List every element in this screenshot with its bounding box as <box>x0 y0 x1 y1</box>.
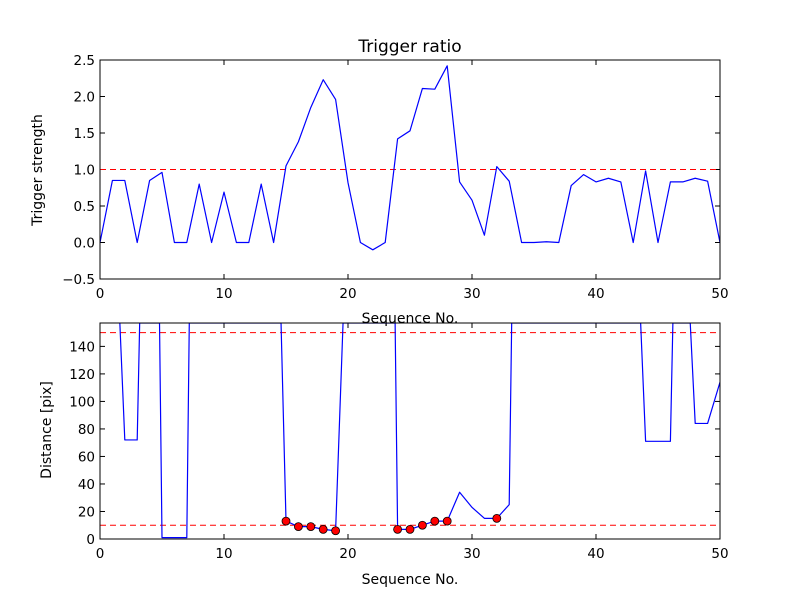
bottom-axes-frame <box>99 322 721 540</box>
bottom-y-axis-label: Distance [pix] <box>39 381 55 479</box>
bottom-y-tick-label: 140 <box>69 339 95 355</box>
bottom-marker-point <box>281 516 291 526</box>
bottom-subplot: Sequence No. Distance [pix] 0 10 20 30 40 500… <box>39 322 729 588</box>
bottom-y-tick-label: 80 <box>78 422 95 438</box>
bottom-marker-point <box>417 520 427 530</box>
bottom-y-tick-label: 20 <box>78 504 95 520</box>
top-plot-marks: 0 10 20 30 40 50 −0.5 0.0 0.5 1.0 1.5 2.0 2.5 <box>62 53 728 302</box>
bottom-y-tick-label: 40 <box>78 477 95 493</box>
bottom-marker-point <box>393 524 403 534</box>
top-x-tick-label: 50 <box>711 286 728 302</box>
top-x-tick-label: 10 <box>215 286 232 302</box>
bottom-x-axis-label: Sequence No. <box>362 572 459 588</box>
bottom-x-tick-label: 30 <box>463 546 480 562</box>
top-y-tick-label: 0.0 <box>74 236 95 252</box>
bottom-marker-point <box>430 516 440 526</box>
top-axes-frame <box>99 59 721 280</box>
bottom-y-tick-label: 120 <box>69 367 95 383</box>
top-y-tick-label: 2.0 <box>74 90 95 106</box>
bottom-marker-point <box>293 522 303 532</box>
top-x-axis-label: Sequence No. <box>362 311 459 327</box>
bottom-marker-point <box>405 524 415 534</box>
bottom-y-tick-label: 60 <box>78 449 95 465</box>
top-y-tick-label: 1.5 <box>74 126 95 142</box>
bottom-plot-marks: 0 10 20 30 40 50 0 20 40 60 80 100 120 140 <box>69 322 729 562</box>
bottom-x-tick-label: 40 <box>587 546 604 562</box>
bottom-marker-point <box>492 513 502 523</box>
top-subplot: Trigger ratio Sequence No. Trigger stren… <box>30 37 729 327</box>
top-x-tick-label: 20 <box>339 286 356 302</box>
top-y-tick-label: 0.5 <box>74 199 95 215</box>
top-x-tick-label: 30 <box>463 286 480 302</box>
bottom-y-tick-label: 0 <box>86 532 95 548</box>
bottom-y-tick-label: 100 <box>69 394 95 410</box>
top-y-tick-label: −0.5 <box>62 272 95 288</box>
bottom-x-tick-label: 0 <box>96 546 105 562</box>
top-y-axis-label: Trigger strength <box>30 114 46 227</box>
bottom-x-tick-label: 10 <box>215 546 232 562</box>
bottom-marker-point <box>306 522 316 532</box>
bottom-marker-point <box>442 516 452 526</box>
top-x-tick-label: 0 <box>96 286 105 302</box>
bottom-marker-point <box>318 524 328 534</box>
top-y-tick-label: 2.5 <box>74 53 95 69</box>
bottom-x-tick-label: 20 <box>339 546 356 562</box>
bottom-x-tick-label: 50 <box>711 546 728 562</box>
top-chart-title: Trigger ratio <box>357 37 461 57</box>
bottom-marker-point <box>331 526 341 536</box>
top-series-line-1 <box>100 65 720 251</box>
top-y-tick-label: 1.0 <box>74 163 95 179</box>
top-x-tick-label: 40 <box>587 286 604 302</box>
